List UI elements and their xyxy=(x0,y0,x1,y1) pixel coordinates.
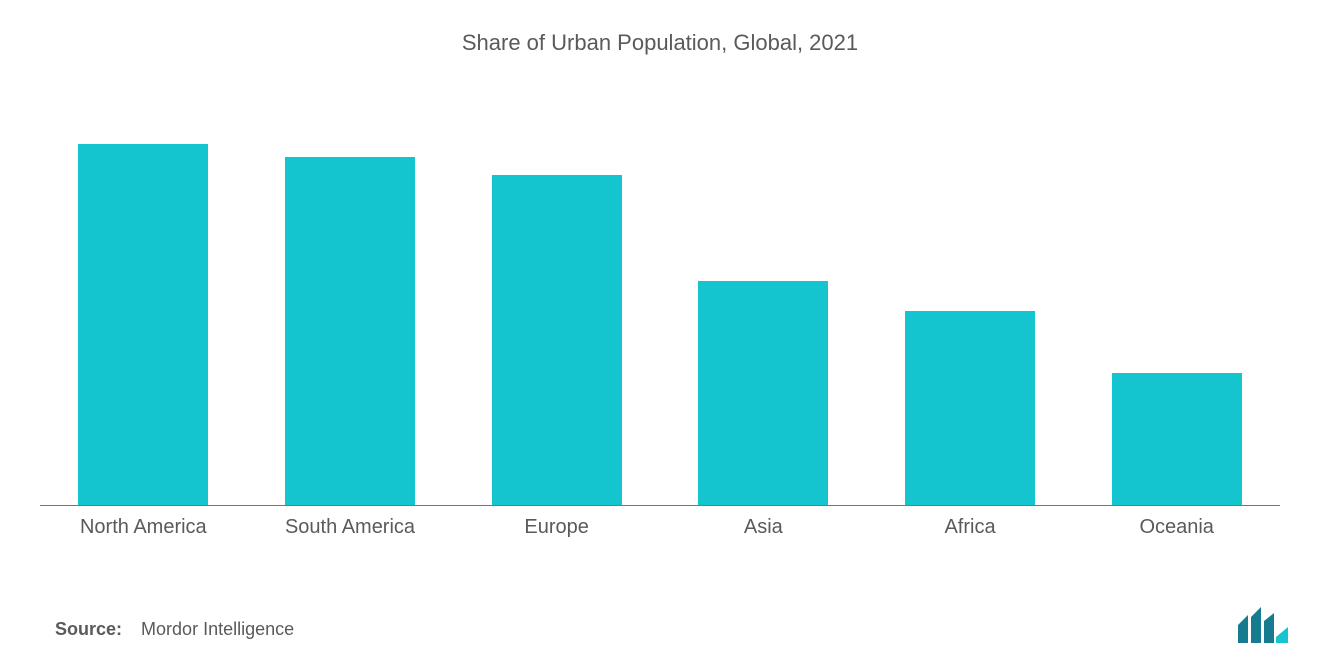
bar-oceania xyxy=(1112,373,1242,505)
x-label: Africa xyxy=(867,516,1074,539)
source-attribution: Source: Mordor Intelligence xyxy=(55,619,294,640)
bar-col xyxy=(40,66,247,505)
mordor-logo-icon xyxy=(1238,607,1288,643)
bar-north-america xyxy=(78,144,208,505)
bar-south-america xyxy=(285,157,415,505)
x-label: Europe xyxy=(453,516,660,539)
chart-container: Share of Urban Population, Global, 2021 xyxy=(0,0,1320,665)
chart-title: Share of Urban Population, Global, 2021 xyxy=(40,30,1280,56)
x-label: Oceania xyxy=(1073,516,1280,539)
bar-col xyxy=(247,66,454,505)
source-label: Source: xyxy=(55,619,122,639)
bar-col xyxy=(1073,66,1280,505)
x-axis-labels: North America South America Europe Asia … xyxy=(40,516,1280,539)
plot-area xyxy=(40,66,1280,506)
bar-europe xyxy=(492,175,622,505)
bars-group xyxy=(40,66,1280,505)
bar-col xyxy=(867,66,1074,505)
x-label: South America xyxy=(247,516,454,539)
source-text: Mordor Intelligence xyxy=(141,619,294,639)
x-label: Asia xyxy=(660,516,867,539)
bar-col xyxy=(660,66,867,505)
bar-asia xyxy=(698,281,828,505)
bar-col xyxy=(453,66,660,505)
bar-africa xyxy=(905,311,1035,505)
x-label: North America xyxy=(40,516,247,539)
